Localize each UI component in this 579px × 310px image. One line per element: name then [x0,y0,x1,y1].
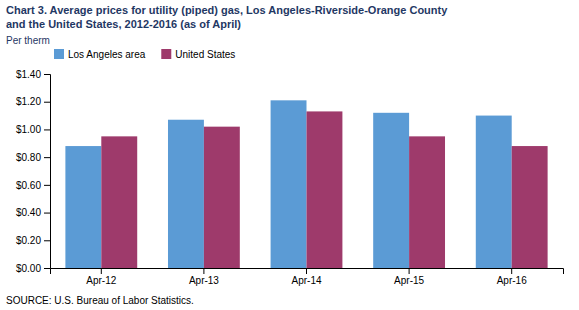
bar [476,116,512,268]
bars [65,100,547,268]
x-tick: Apr-15 [394,268,424,286]
y-tick-mark [44,102,50,103]
legend-label: United States [175,49,235,60]
bar [204,127,240,268]
legend-swatch [161,49,171,59]
y-axis: $0.00 $0.20 $0.40 $0.60 $0.80 $1.00 $1.20 $1.40 [16,69,51,274]
bar [307,111,343,268]
x-tick: Apr-13 [189,268,219,286]
x-axis: Apr-12 Apr-13 Apr-14 Apr-15 Apr-16 [51,268,564,286]
y-tick: $1.40 [16,69,50,80]
y-tick-label: $1.40 [16,69,41,80]
x-tick-mark [511,268,512,274]
x-axis-line [51,269,564,275]
y-tick-mark [44,129,50,130]
y-tick-label: $0.00 [16,263,41,274]
legend-label: Los Angeles area [68,49,146,60]
subtitle: and the United States, 2012-2016 (as of … [6,18,241,30]
y-tick-label: $0.80 [16,152,41,163]
source: SOURCE: U.S. Bureau of Labor Statistics. [6,295,194,306]
legend: Los Angeles area United States [54,49,235,60]
y-tick-mark [44,213,50,214]
bar [101,136,137,268]
bar [409,136,445,268]
y-tick: $0.20 [16,235,50,246]
y-tick: $0.60 [16,180,50,191]
y-tick-mark [44,185,50,186]
bar [373,113,409,268]
y-tick-mark [44,268,50,269]
x-tick-label: Apr-15 [394,275,424,286]
bar-series [101,111,547,268]
x-tick-label: Apr-12 [86,275,116,286]
y-tick: $1.20 [16,96,50,107]
x-tick-mark [306,268,307,274]
y-label: Per therm [6,35,50,46]
bar [512,146,548,268]
chart: Chart 3. Average prices for utility (pip… [0,0,579,310]
title: Chart 3. Average prices for utility (pip… [6,4,448,16]
y-axis-line [44,75,51,269]
bar [168,120,204,268]
x-tick: Apr-16 [497,268,527,286]
legend-item: United States [161,49,235,60]
x-tick-label: Apr-14 [291,275,321,286]
x-tick-mark [409,268,410,274]
y-tick: $0.80 [16,152,50,163]
bar [65,146,101,268]
y-tick-label: $0.60 [16,180,41,191]
legend-swatch [54,49,64,59]
x-tick-mark [101,268,102,274]
bar-series [65,100,511,268]
y-tick-label: $1.20 [16,96,41,107]
x-tick: Apr-12 [86,268,116,286]
y-tick-mark [44,157,50,158]
y-tick-mark [44,74,50,75]
legend-item: Los Angeles area [54,49,146,60]
y-tick-label: $0.20 [16,235,41,246]
x-tick-label: Apr-16 [497,275,527,286]
y-tick-label: $0.40 [16,207,41,218]
y-tick-mark [44,240,50,241]
x-tick-mark [203,268,204,274]
x-tick: Apr-14 [291,268,321,286]
x-tick-label: Apr-13 [189,275,219,286]
plot: $0.00 $0.20 $0.40 $0.60 $0.80 $1.00 $1.20 $1.40… [16,69,564,286]
y-tick: $0.00 [16,263,50,274]
y-tick-label: $1.00 [16,124,41,135]
bar [271,100,307,268]
y-tick: $0.40 [16,207,50,218]
y-tick: $1.00 [16,124,50,135]
